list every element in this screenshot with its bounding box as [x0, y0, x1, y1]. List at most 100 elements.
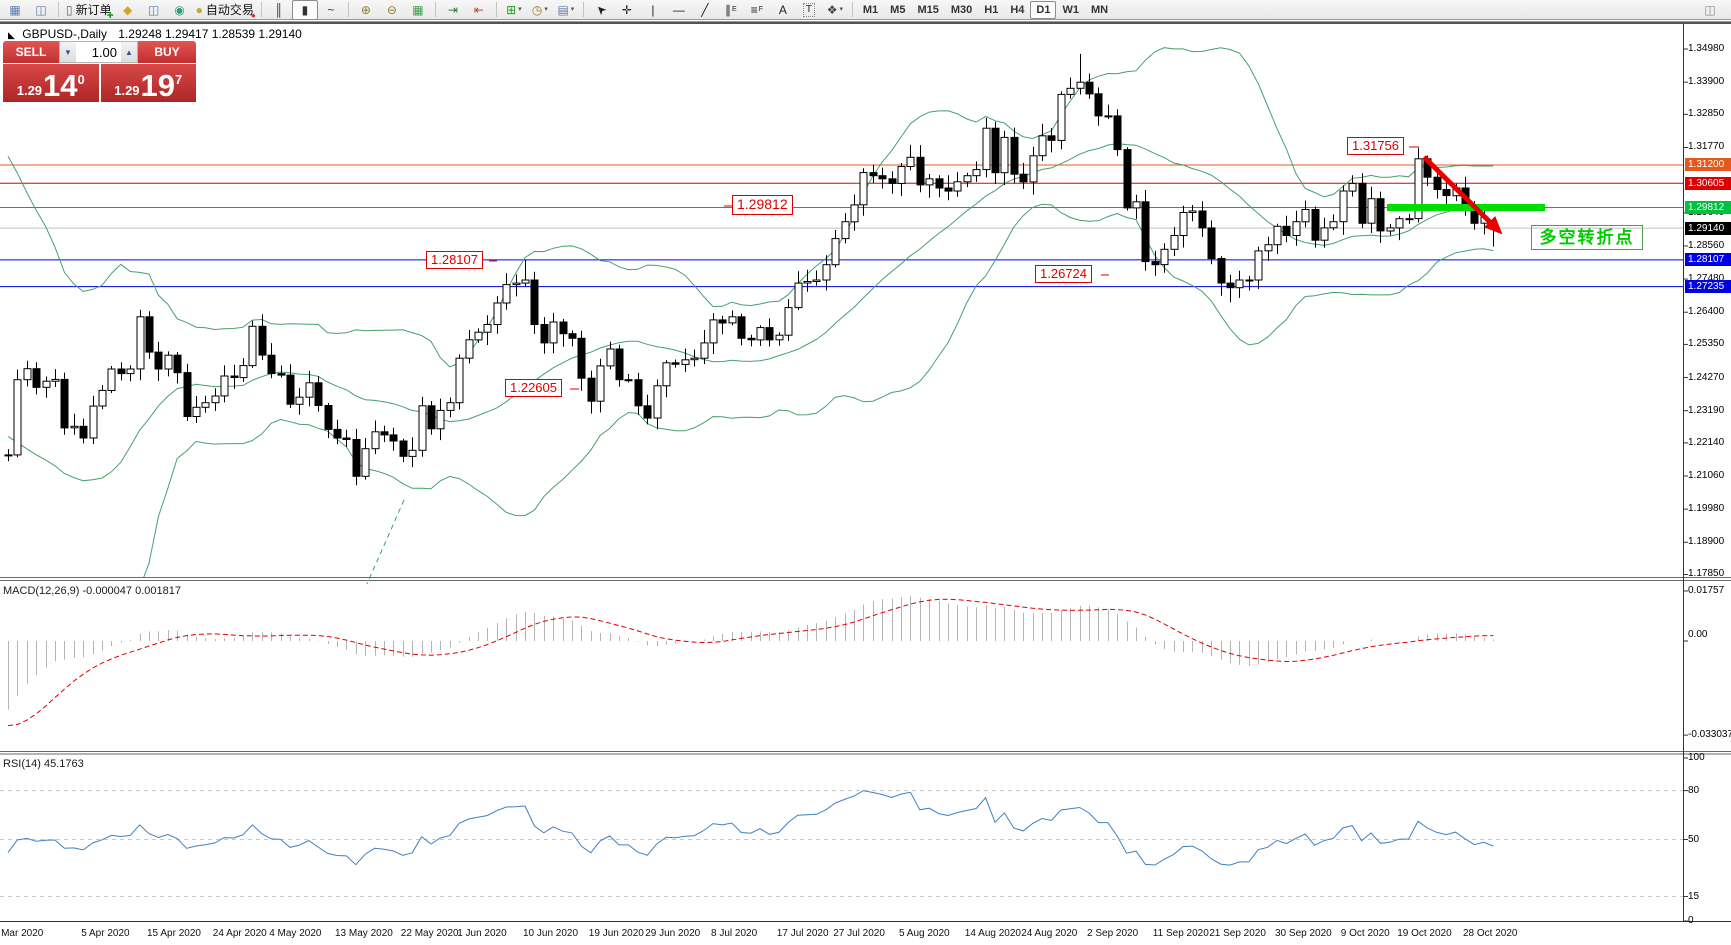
volume-down-icon: ▼ [64, 47, 72, 57]
fibonacci-icon-sub: F [758, 5, 764, 13]
bar-chart-icon[interactable]: ║ [266, 0, 292, 20]
data-window-icon[interactable]: ◫ [28, 0, 54, 20]
template-icon-dropdown[interactable]: ▾ [570, 5, 575, 13]
text-label-icon: T [802, 2, 815, 17]
signal-icon: ◉ [174, 2, 185, 17]
sell-button[interactable]: SELL [3, 41, 59, 63]
sell-price-prefix: 1.29 [16, 83, 43, 98]
add-indicator-icon[interactable]: ⊞ ▾ [501, 0, 527, 20]
buy-price-big: 19 [140, 68, 176, 103]
sell-price-big: 14 [43, 68, 78, 103]
zoom-out-icon: ⊖ [386, 2, 397, 17]
add-indicator-icon-dropdown[interactable]: ▾ [518, 5, 522, 13]
chart-shift-icon[interactable]: ⇤ [466, 0, 492, 20]
sell-price-display[interactable]: 1.29 14 0 [3, 64, 99, 102]
zoom-out-icon[interactable]: ⊖ [379, 0, 405, 20]
timeframe-m30[interactable]: M30 [950, 3, 973, 16]
fibonacci-icon[interactable]: ≡ F [744, 0, 770, 20]
chart-canvas [0, 21, 1731, 922]
trendline-icon: ╱ [701, 2, 709, 17]
period-icon: ◷ [531, 2, 543, 17]
toolbar: ▦ ◫ ▯ ✚ 新订单 ◆ ◫ ◉ ● ● 自动交易 ║ ▮ ~ ⊕ ⊖ ▦ ⇥ ⇤ ⊞ ▾ ◷ ▾ ▤ ▾ ➤ ✛ | — ╱ ∥ E ≡ F A… [0, 0, 1731, 20]
buy-price-display[interactable]: 1.29 19 7 [100, 64, 196, 103]
data-window-icon: ◫ [35, 2, 47, 17]
toolbar-separator [434, 2, 436, 17]
history-center-icon[interactable]: ◫ [141, 0, 167, 20]
new-order-icon-badge: ✚ [106, 10, 114, 20]
shapes-icon[interactable]: ❖ ▾ [822, 0, 848, 20]
toolbar-separator [58, 2, 59, 17]
one-click-trading-widget: SELL ▼ ▲ BUY 1.29 14 0 [3, 41, 196, 102]
autotrade-icon-label: 自动交易 [205, 2, 254, 17]
vertical-line-icon: | [651, 2, 655, 17]
buy-price-sup: 7 [175, 72, 183, 87]
price-tag[interactable]: 1.29812 [732, 195, 793, 215]
toolbar-separator [582, 2, 584, 17]
buy-button[interactable]: BUY [138, 41, 196, 63]
toolbar-separator [260, 2, 262, 17]
period-icon-dropdown[interactable]: ▾ [544, 5, 548, 13]
candles [4, 53, 1498, 486]
auto-scroll-icon[interactable]: ⇥ [440, 0, 466, 20]
shapes-icon-dropdown[interactable]: ▾ [839, 5, 844, 13]
fibonacci-icon: ≡ [750, 2, 758, 17]
timeframe-d1[interactable]: D1 [1030, 0, 1057, 19]
text-icon[interactable]: A [770, 0, 796, 20]
crosshair-icon: ✛ [621, 2, 632, 17]
volume-down-button[interactable]: ▼ [60, 42, 76, 62]
chart-window-icon[interactable]: ▦ [2, 0, 28, 20]
horizontal-line-icon: — [672, 2, 685, 17]
tile-windows-icon[interactable]: ▦ [405, 0, 431, 20]
candlestick-chart-icon: ▮ [301, 2, 309, 17]
tile-windows-icon: ▦ [412, 2, 424, 17]
text-icon: A [778, 2, 787, 17]
cursor-icon[interactable]: ➤ [588, 0, 614, 20]
shapes-icon: ❖ [826, 2, 838, 17]
announcement-icon[interactable]: ◆ [115, 0, 141, 20]
new-order-icon-label: 新订单 [75, 2, 112, 17]
timeframe-w1[interactable]: W1 [1062, 3, 1079, 16]
window-misc-icon[interactable]: ◫ [1697, 0, 1723, 20]
volume-input[interactable] [76, 42, 121, 62]
chart-shift-icon: ⇤ [473, 2, 484, 17]
chart-surface[interactable] [0, 21, 1731, 945]
timeframe-mn[interactable]: MN [1090, 3, 1109, 16]
turning-point-note[interactable]: 多空转折点 [1531, 225, 1643, 250]
price-tag[interactable]: 1.31756 [1347, 137, 1404, 156]
crosshair-icon[interactable]: ✛ [614, 0, 640, 20]
timeframe-m15[interactable]: M15 [917, 3, 939, 16]
template-icon[interactable]: ▤ ▾ [553, 0, 579, 20]
channel-icon-sub: E [732, 5, 737, 13]
zoom-in-icon[interactable]: ⊕ [353, 0, 379, 20]
toolbar-separator [851, 2, 853, 17]
text-label-icon[interactable]: T [796, 0, 822, 20]
buy-price-prefix: 1.29 [114, 83, 140, 98]
toolbar-separator [495, 2, 497, 17]
period-icon[interactable]: ◷ ▾ [527, 0, 553, 20]
auto-scroll-icon: ⇥ [447, 2, 458, 17]
autotrade-icon-badge: ● [251, 10, 256, 20]
vertical-line-icon[interactable]: | [640, 0, 666, 20]
window-misc-icon: ◫ [1704, 2, 1716, 17]
trendline-icon[interactable]: ╱ [692, 0, 718, 20]
timeframe-h1[interactable]: H1 [984, 3, 999, 16]
toolbar-separator [347, 2, 349, 17]
autotrade-icon[interactable]: ● ● 自动交易 [193, 0, 257, 20]
timeframe-m5[interactable]: M5 [890, 3, 906, 16]
timeframe-h4[interactable]: H4 [1010, 3, 1025, 16]
volume-up-icon: ▲ [125, 47, 133, 57]
price-tag[interactable]: 1.26724 [1035, 265, 1092, 284]
channel-icon[interactable]: ∥ E [718, 0, 744, 20]
candlestick-chart-icon[interactable]: ▮ [291, 0, 318, 20]
price-tag[interactable]: 1.28107 [426, 251, 483, 270]
price-tag[interactable]: 1.22605 [505, 379, 562, 398]
add-indicator-icon: ⊞ [506, 2, 517, 17]
line-chart-icon: ~ [327, 2, 335, 17]
line-chart-icon[interactable]: ~ [318, 0, 344, 20]
horizontal-line-icon[interactable]: — [666, 0, 692, 20]
new-order-icon[interactable]: ▯ ✚ 新订单 [63, 0, 115, 20]
volume-up-button[interactable]: ▲ [121, 42, 137, 62]
signal-icon[interactable]: ◉ [167, 0, 193, 20]
timeframe-m1[interactable]: M1 [862, 3, 879, 16]
